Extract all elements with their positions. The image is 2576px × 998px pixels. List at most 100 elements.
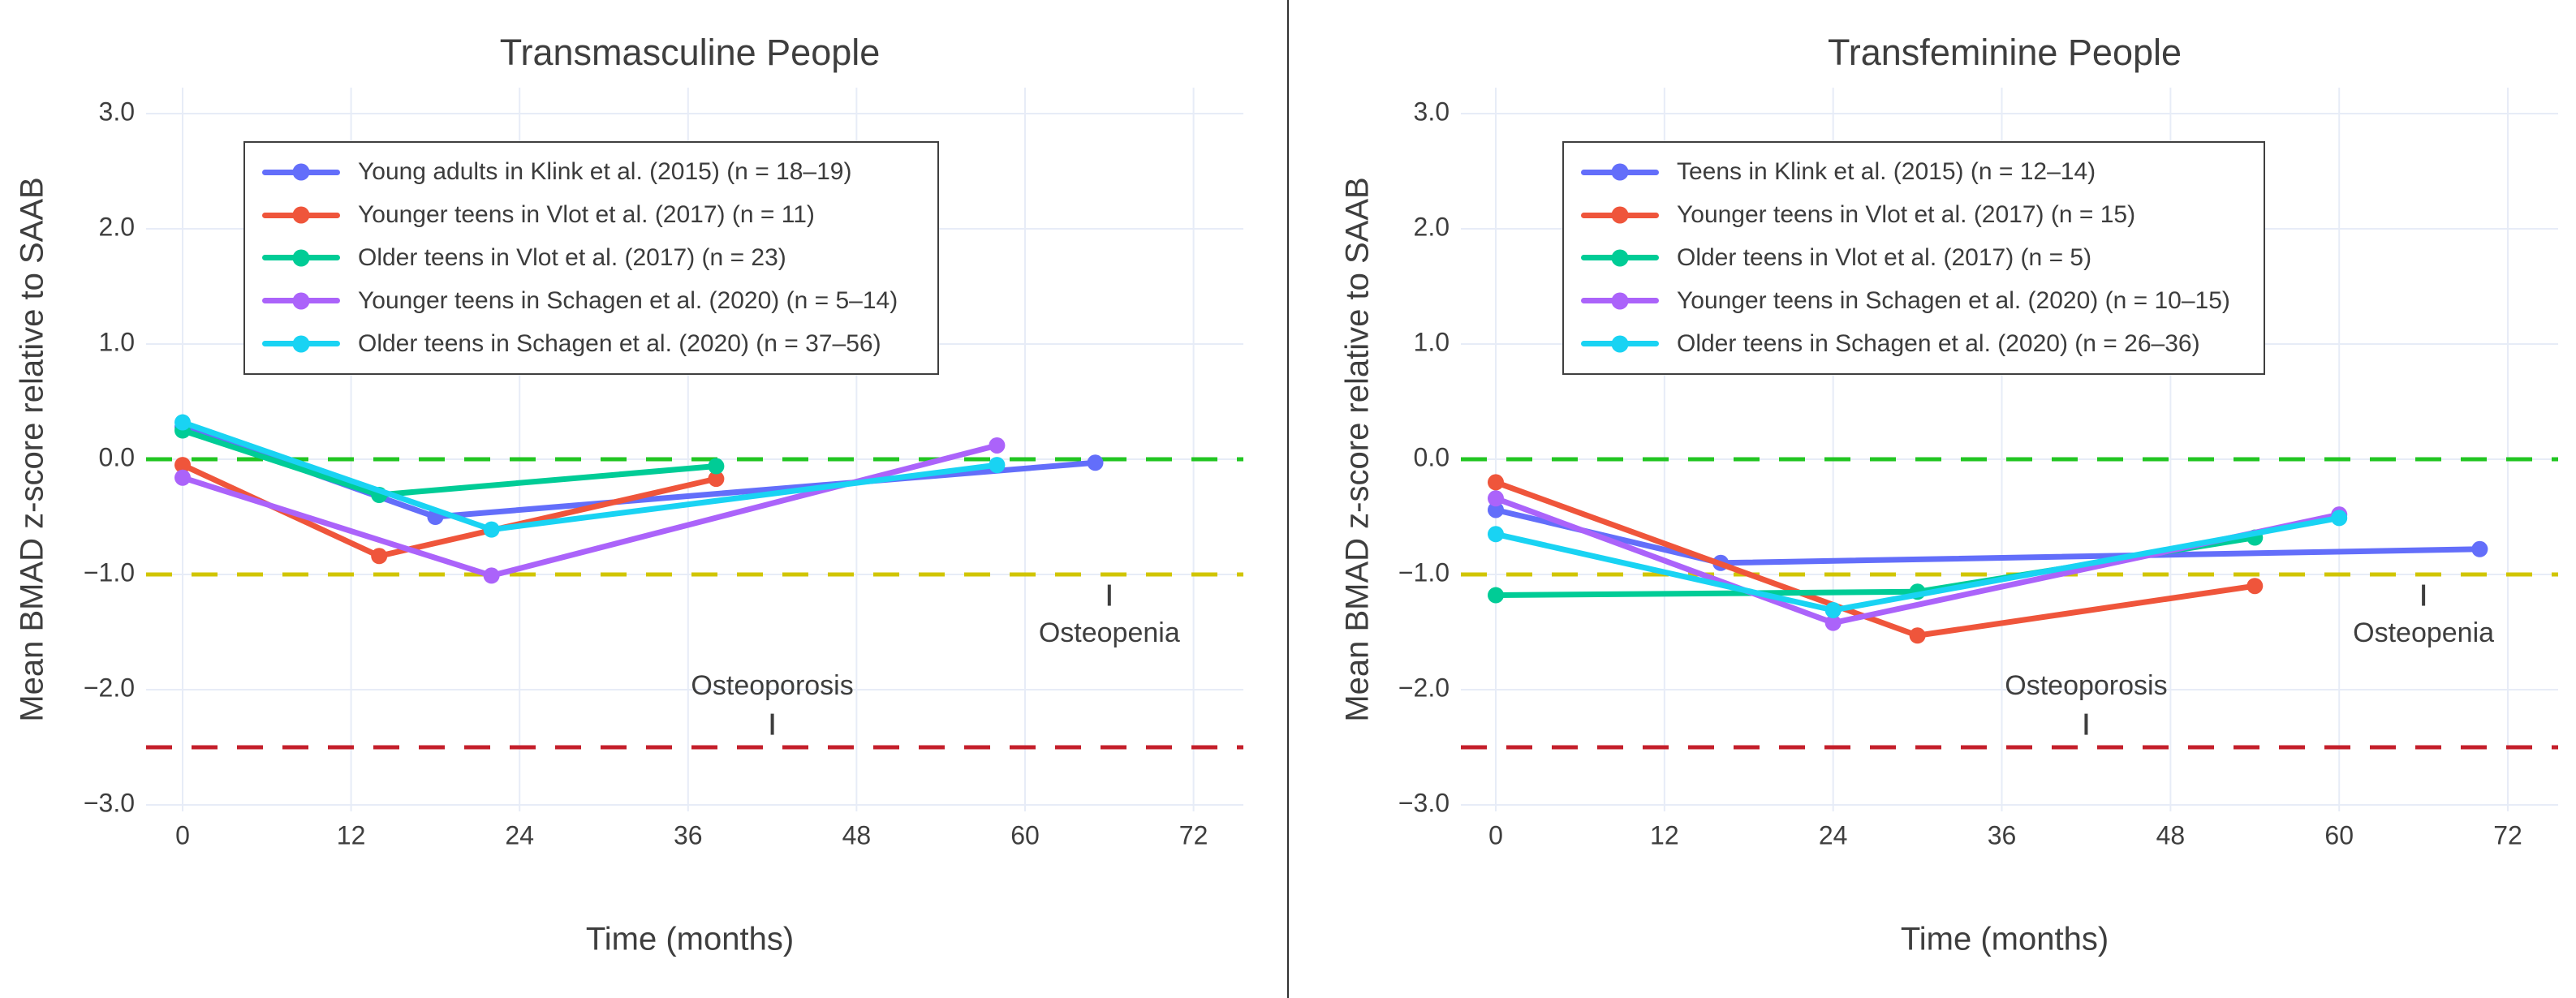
y-tick-label: 0.0 [1414, 442, 1450, 471]
data-point [708, 458, 725, 475]
y-tick-label: 2.0 [1414, 212, 1450, 241]
legend-item[interactable]: Older teens in Vlot et al. (2017) (n = 5… [1570, 244, 2257, 272]
x-tick-label: 48 [842, 820, 872, 850]
x-tick-label: 0 [1488, 820, 1503, 850]
data-point [1488, 526, 1504, 543]
legend-item-label: Younger teens in Vlot et al. (2017) (n =… [1677, 201, 2136, 229]
y-tick-label: −1.0 [1398, 557, 1450, 587]
legend-swatch-marker [292, 249, 310, 267]
chart-transfeminine: 3.0 2.0 1.0 0.0 −1.0 −2.0 −3.0 0 12 24 36 48 60 72 Ost… [1340, 32, 2558, 957]
legend-item[interactable]: Younger teens in Schagen et al. (2020) (… [1570, 287, 2257, 315]
legend: Young adults in Klink et al. (2015) (n =… [243, 141, 939, 375]
annotation-label: Osteopenia [2353, 617, 2494, 648]
x-tick-label: 12 [337, 820, 366, 850]
x-tick-label: 60 [1010, 820, 1040, 850]
panel-title: Transmasculine People [500, 32, 881, 73]
legend-item[interactable]: Older teens in Schagen et al. (2020) (n … [252, 330, 931, 358]
legend-item-label: Younger teens in Vlot et al. (2017) (n =… [358, 201, 815, 229]
y-tick-label: 0.0 [99, 442, 135, 471]
x-axis-title: Time (months) [1901, 922, 2109, 957]
data-point [1488, 501, 1504, 518]
panel-transmasculine: 3.0 2.0 1.0 0.0 −1.0 −2.0 −3.0 0 12 24 36 48 60 72 Ost… [15, 32, 1243, 957]
y-tick-label: −2.0 [84, 673, 135, 702]
x-tick-label: 72 [2493, 820, 2522, 850]
legend: Teens in Klink et al. (2015) (n = 12–14)… [1562, 141, 2265, 375]
legend-swatch-marker [1611, 292, 1629, 310]
legend-swatch-line [262, 292, 340, 310]
x-axis-title: Time (months) [586, 922, 794, 957]
data-point [989, 437, 1006, 454]
y-tick-label: 1.0 [1414, 327, 1450, 356]
legend-swatch-line [262, 249, 340, 267]
annotation-label: Osteopenia [1039, 617, 1180, 648]
data-point [371, 548, 388, 565]
legend-item[interactable]: Older teens in Vlot et al. (2017) (n = 2… [252, 244, 931, 272]
legend-swatch-marker [292, 206, 310, 224]
data-point [2471, 540, 2488, 557]
data-point [2331, 510, 2348, 527]
legend-item-label: Younger teens in Schagen et al. (2020) (… [358, 286, 898, 314]
legend-swatch-line [262, 335, 340, 353]
x-tick-label: 0 [175, 820, 190, 850]
x-tick-label: 24 [1819, 820, 1848, 850]
legend-item-label: Older teens in Schagen et al. (2020) (n … [358, 329, 881, 357]
legend-item-label: Older teens in Vlot et al. (2017) (n = 5… [1677, 243, 2092, 271]
annotation-label: Osteoporosis [2005, 670, 2167, 701]
legend-swatch-line [1581, 335, 1659, 353]
x-tick-label: 72 [1179, 820, 1208, 850]
legend-swatch-line [1581, 206, 1659, 224]
legend-item-label: Younger teens in Schagen et al. (2020) (… [1677, 286, 2230, 314]
data-point [1087, 454, 1104, 471]
legend-swatch-marker [1611, 163, 1629, 181]
series-line-2 [179, 428, 719, 498]
x-tick-label: 48 [2156, 820, 2186, 850]
data-point [1488, 474, 1504, 491]
panel-title: Transfeminine People [1828, 32, 2182, 73]
data-point [174, 469, 191, 486]
panel-transfeminine: 3.0 2.0 1.0 0.0 −1.0 −2.0 −3.0 0 12 24 36 48 60 72 Ost… [1288, 0, 2576, 998]
data-point [174, 414, 191, 431]
legend-item[interactable]: Younger teens in Vlot et al. (2017) (n =… [252, 201, 931, 229]
legend-item[interactable]: Younger teens in Schagen et al. (2020) (… [252, 287, 931, 315]
data-point [483, 567, 500, 584]
y-axis-title: Mean BMAD z-score relative to SAAB [1340, 177, 1376, 721]
legend-swatch-marker [292, 335, 310, 353]
data-point [989, 457, 1006, 474]
data-point [708, 471, 725, 488]
data-point [1488, 587, 1504, 604]
x-tick-label: 24 [505, 820, 534, 850]
legend-item[interactable]: Younger teens in Vlot et al. (2017) (n =… [1570, 201, 2257, 229]
data-point [483, 521, 500, 538]
legend-item[interactable]: Young adults in Klink et al. (2015) (n =… [252, 158, 931, 186]
data-point [1909, 627, 1926, 644]
y-tick-label: 3.0 [99, 97, 135, 126]
data-point [2246, 578, 2264, 595]
y-tick-label: −3.0 [1398, 788, 1450, 817]
legend-swatch-marker [1611, 206, 1629, 224]
legend-item-label: Young adults in Klink et al. (2015) (n =… [358, 158, 852, 186]
data-point [1824, 602, 1842, 619]
x-tick-label: 60 [2324, 820, 2354, 850]
legend-swatch-marker [1611, 249, 1629, 267]
y-tick-label: −3.0 [84, 788, 135, 817]
panel-divider [1287, 0, 1289, 998]
y-tick-label: 2.0 [99, 212, 135, 241]
legend-swatch-line [262, 163, 340, 181]
legend-swatch-line [1581, 249, 1659, 267]
legend-item[interactable]: Older teens in Schagen et al. (2020) (n … [1570, 330, 2257, 358]
y-tick-label: −1.0 [84, 557, 135, 587]
legend-swatch-line [1581, 163, 1659, 181]
y-tick-label: 1.0 [99, 327, 135, 356]
data-point [1488, 490, 1504, 507]
legend-swatch-marker [292, 163, 310, 181]
legend-item-label: Older teens in Vlot et al. (2017) (n = 2… [358, 243, 786, 271]
legend-item[interactable]: Teens in Klink et al. (2015) (n = 12–14) [1570, 158, 2257, 186]
x-tick-label: 36 [674, 820, 703, 850]
annotation-label: Osteoporosis [691, 670, 853, 701]
legend-item-label: Teens in Klink et al. (2015) (n = 12–14) [1677, 158, 2096, 186]
y-tick-label: −2.0 [1398, 673, 1450, 702]
legend-item-label: Older teens in Schagen et al. (2020) (n … [1677, 329, 2200, 357]
legend-swatch-marker [292, 292, 310, 310]
y-tick-label: 3.0 [1414, 97, 1450, 126]
